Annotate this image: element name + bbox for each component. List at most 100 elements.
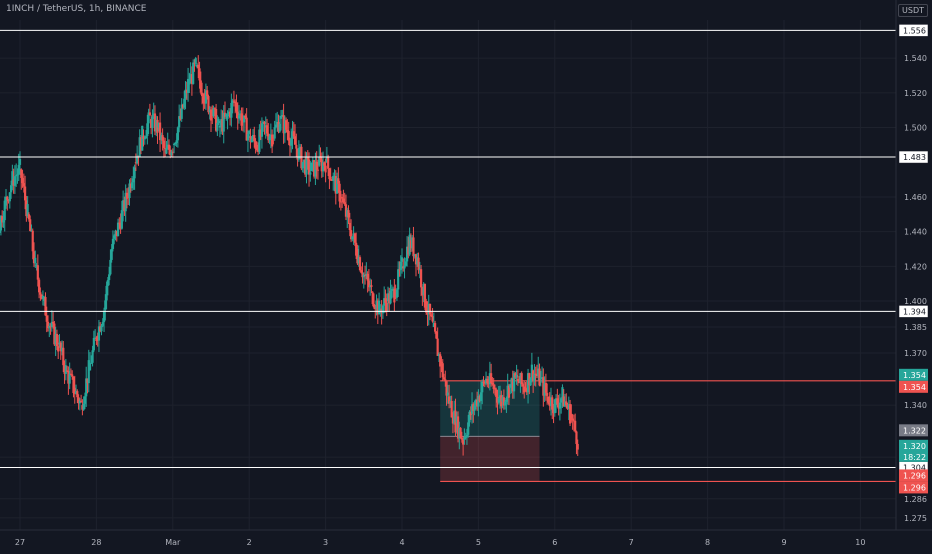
candle-body	[85, 378, 88, 397]
candle-body	[265, 125, 269, 134]
level-label-box-1	[898, 150, 929, 164]
candle-body	[110, 249, 113, 260]
candle-body	[360, 270, 363, 273]
candle-body	[80, 400, 83, 402]
candle-body	[448, 396, 451, 404]
candle-body	[83, 396, 87, 404]
candle-body	[565, 401, 568, 406]
candle-body	[1, 216, 4, 223]
countdown-box	[899, 450, 928, 462]
candle-body	[283, 120, 286, 134]
time-tick-6: 5	[476, 538, 481, 547]
candle-body	[180, 104, 183, 119]
candle-body	[216, 123, 219, 131]
candle-body	[254, 141, 257, 149]
candle-body	[4, 196, 8, 206]
candle-body	[449, 401, 452, 404]
candle-body	[12, 179, 15, 186]
price-tick-11: 1.286	[904, 495, 927, 504]
price-label-4: 1.296	[903, 471, 926, 480]
candle-body	[86, 378, 89, 384]
candle-body	[102, 311, 106, 323]
candle-body	[138, 137, 141, 157]
candle-body	[293, 136, 297, 145]
candle-body	[90, 362, 93, 364]
candle-body	[444, 379, 447, 382]
candle-body	[68, 373, 71, 384]
candle-body	[349, 230, 353, 240]
candle-body	[105, 285, 108, 301]
candle-body	[150, 118, 153, 129]
candle-body	[128, 183, 131, 199]
candle-body	[55, 333, 59, 347]
time-tick-8: 7	[629, 538, 634, 547]
time-tick-9: 8	[705, 538, 710, 547]
candle-body	[574, 420, 577, 432]
candle-body	[246, 133, 250, 141]
candle-body	[223, 112, 227, 117]
candle-body	[45, 315, 48, 322]
candle-body	[526, 373, 530, 393]
candle-body	[339, 201, 342, 203]
candle-body	[25, 200, 28, 217]
candle-body	[76, 391, 79, 398]
candle-body	[147, 112, 150, 124]
candle-body	[106, 280, 109, 286]
candle-body	[124, 192, 127, 212]
candle-body	[481, 381, 484, 393]
candle-body	[304, 159, 307, 175]
candle-body	[188, 83, 191, 85]
candle-body	[341, 196, 344, 199]
candle-body	[342, 198, 345, 203]
currency-button[interactable]: USDT	[898, 4, 928, 17]
candle-body	[8, 192, 11, 202]
candle-body	[411, 237, 414, 249]
candle-body	[320, 159, 323, 172]
candle-body	[372, 304, 376, 308]
candle-body	[549, 397, 553, 407]
candle-body	[165, 148, 168, 154]
candle-body	[104, 300, 107, 310]
candle-body	[170, 151, 173, 156]
candle-body	[161, 135, 164, 141]
candle-body	[0, 216, 3, 231]
candle-body	[156, 119, 159, 133]
candle-body	[370, 285, 373, 287]
candle-body	[87, 360, 90, 384]
candle-body	[488, 373, 491, 385]
candle-body	[74, 391, 78, 394]
time-axis[interactable]: 27 28 Mar 2 3 4 5 6 7 8 9 10	[15, 538, 866, 547]
candle-body	[36, 265, 39, 280]
candle-body	[374, 307, 377, 310]
candle-body	[572, 420, 575, 422]
candle-body	[6, 196, 9, 200]
candle-body	[403, 265, 406, 269]
level-label-2: 1.394	[903, 307, 926, 316]
candle-body	[72, 376, 75, 394]
candle-body	[203, 92, 206, 104]
candle-body	[190, 74, 193, 84]
candle-body	[20, 169, 23, 178]
candle-body	[194, 58, 197, 64]
horizontal-levels[interactable]	[0, 29, 896, 469]
symbol-title[interactable]: 1INCH / TetherUS, 1h, BINANCE	[6, 4, 147, 14]
candle-body	[236, 111, 239, 119]
price-tick-5: 1.420	[904, 262, 927, 271]
candle-body	[244, 115, 247, 118]
candle-body	[282, 115, 285, 134]
candle-body	[39, 292, 42, 295]
candle-body	[454, 410, 457, 433]
candle-body	[32, 251, 36, 264]
candle-body	[414, 254, 418, 265]
candle-body	[295, 144, 298, 149]
candle-body	[99, 326, 102, 332]
candle-body	[142, 136, 145, 140]
candle-body	[231, 100, 234, 103]
candle-body	[385, 302, 388, 312]
price-tick-8: 1.370	[904, 349, 927, 358]
price-label-box-4	[899, 469, 928, 482]
candle-body	[272, 136, 275, 139]
candle-body	[7, 199, 10, 202]
